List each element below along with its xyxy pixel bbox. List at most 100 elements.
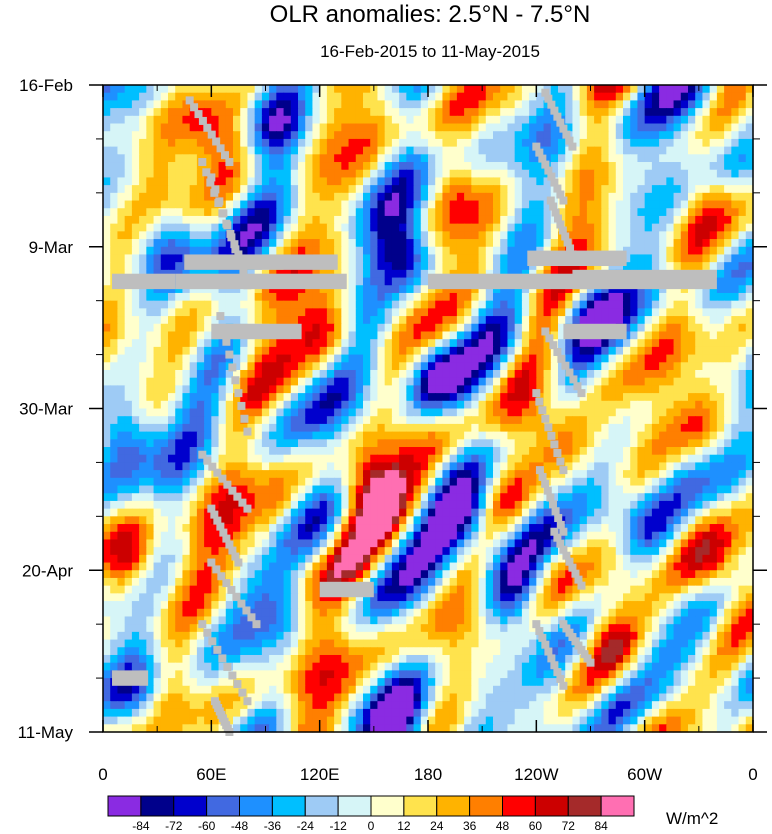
- heat-cell: [420, 162, 429, 171]
- heat-cell: [420, 385, 429, 394]
- heat-cell: [550, 285, 559, 294]
- heat-cell: [716, 462, 725, 471]
- heat-cell: [391, 254, 400, 263]
- heat-cell: [608, 439, 617, 448]
- heat-cell: [103, 115, 111, 125]
- heat-cell: [688, 169, 696, 179]
- heat-cell: [608, 200, 617, 209]
- heat-cell: [182, 508, 191, 517]
- heat-cell: [182, 177, 191, 186]
- heat-cell: [745, 292, 754, 302]
- heat-cell: [326, 323, 335, 333]
- heat-cell: [406, 470, 415, 479]
- heat-cell: [175, 423, 184, 433]
- heat-cell: [334, 192, 342, 202]
- heat-cell: [565, 393, 574, 402]
- heat-cell: [103, 423, 111, 433]
- heat-cell: [139, 408, 147, 417]
- heat-cell: [666, 339, 675, 348]
- heat-cell: [348, 262, 357, 271]
- heat-cell: [666, 85, 675, 94]
- heat-cell: [651, 154, 660, 163]
- heat-cell: [261, 231, 270, 240]
- heat-cell: [644, 354, 653, 363]
- heat-cell: [399, 262, 407, 271]
- heat-cell: [196, 331, 205, 340]
- heat-cell: [615, 100, 624, 109]
- heat-cell: [449, 377, 458, 386]
- heat-cell: [399, 192, 407, 202]
- heat-cell: [579, 115, 588, 125]
- heat-cell: [493, 316, 501, 325]
- heat-cell: [160, 431, 169, 440]
- heat-cell: [334, 162, 342, 171]
- heat-cell: [601, 377, 610, 386]
- heat-cell: [370, 115, 379, 125]
- heat-cell: [391, 262, 400, 271]
- heat-cell: [384, 108, 393, 117]
- heat-cell: [298, 323, 306, 333]
- heat-cell: [204, 462, 212, 471]
- heat-cell: [630, 331, 639, 340]
- heat-cell: [319, 92, 328, 101]
- heat-cell: [153, 377, 162, 386]
- heat-cell: [507, 208, 516, 217]
- heat-cell: [341, 339, 350, 348]
- heat-cell: [666, 123, 675, 132]
- heat-cell: [420, 262, 429, 271]
- heat-cell: [695, 400, 704, 410]
- heat-cell: [464, 239, 472, 248]
- heat-cell: [478, 246, 487, 256]
- heat-cell: [269, 154, 277, 163]
- heat-cell: [630, 454, 639, 464]
- heat-cell: [572, 223, 581, 232]
- heat-cell: [196, 131, 205, 140]
- heat-cell: [355, 154, 364, 163]
- heat-cell: [276, 200, 285, 209]
- heat-cell: [529, 208, 537, 217]
- heat-cell: [673, 470, 682, 479]
- heat-cell: [124, 316, 133, 325]
- heat-cell: [196, 416, 205, 425]
- heat-cell: [471, 100, 480, 109]
- heat-cell: [428, 154, 436, 163]
- heat-cell: [449, 431, 458, 440]
- heat-cell: [124, 123, 133, 132]
- heat-cell: [608, 215, 617, 225]
- heat-cell: [543, 231, 552, 240]
- heat-cell: [189, 462, 198, 471]
- heat-cell: [124, 115, 133, 125]
- heat-cell: [168, 162, 176, 171]
- heat-cell: [139, 292, 147, 302]
- heat-cell: [131, 354, 140, 363]
- heat-cell: [283, 154, 292, 163]
- heat-cell: [341, 385, 350, 394]
- heat-cell: [196, 362, 205, 371]
- heat-cell: [131, 85, 140, 94]
- heat-cell: [745, 346, 754, 356]
- heat-cell: [117, 377, 126, 386]
- heat-cell: [637, 462, 646, 471]
- heat-cell: [261, 239, 270, 248]
- heat-cell: [507, 423, 516, 433]
- heat-cell: [428, 477, 436, 487]
- heat-cell: [507, 138, 516, 148]
- heat-cell: [716, 300, 725, 309]
- heat-cell: [363, 316, 371, 325]
- heat-cell: [355, 470, 364, 479]
- heat-cell: [435, 385, 444, 394]
- heat-cell: [659, 285, 667, 294]
- heat-cell: [572, 369, 581, 379]
- heat-cell: [370, 162, 379, 171]
- heat-cell: [312, 477, 321, 487]
- heat-cell: [731, 262, 740, 271]
- heat-cell: [731, 192, 740, 202]
- heat-cell: [341, 169, 350, 179]
- heat-cell: [435, 393, 444, 402]
- heat-cell: [189, 215, 198, 225]
- heat-cell: [312, 185, 321, 194]
- heat-cell: [478, 377, 487, 386]
- heat-cell: [493, 177, 501, 186]
- heat-cell: [449, 308, 458, 317]
- heat-cell: [514, 162, 523, 171]
